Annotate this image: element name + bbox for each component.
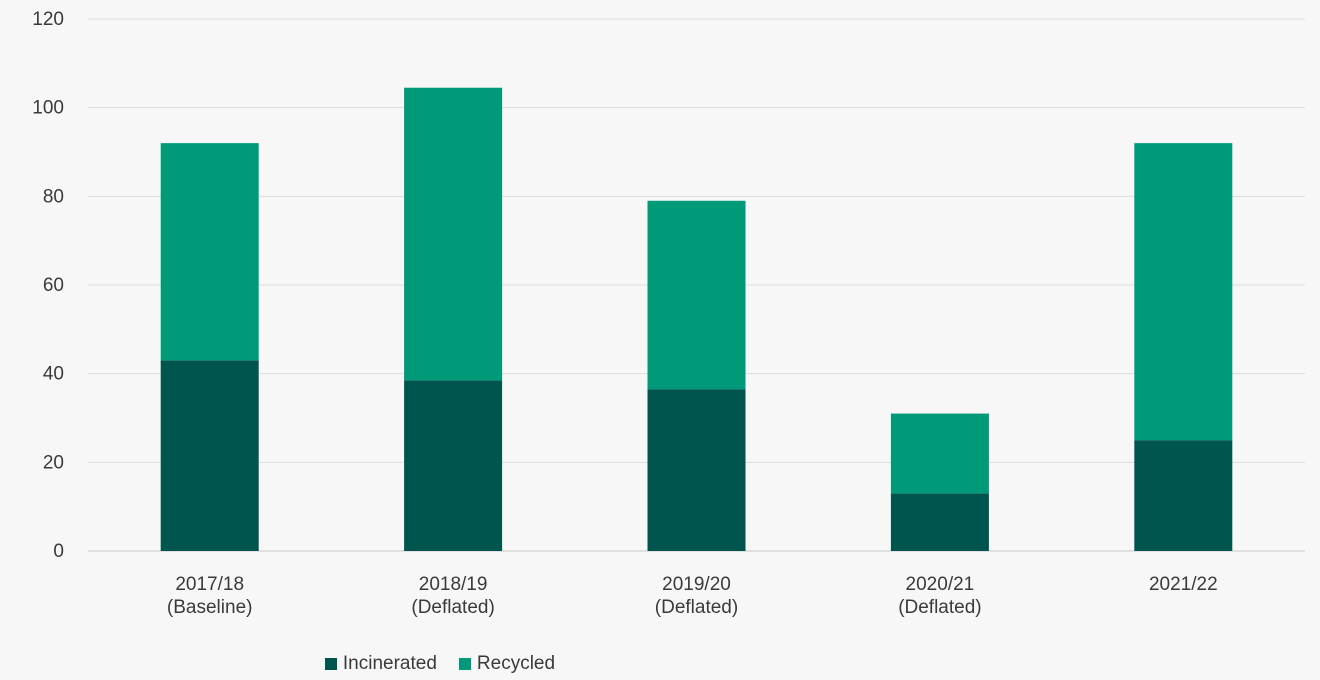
x-tick-label-0-1: (Baseline) <box>167 597 253 618</box>
x-tick-label-0-0: 2017/18 <box>175 574 244 595</box>
bar-incinerated-1 <box>404 380 503 551</box>
bar-recycled-2 <box>647 200 746 390</box>
bar-incinerated-0 <box>160 360 259 551</box>
legend-item-incinerated: Incinerated <box>324 653 437 675</box>
bar-incinerated-3 <box>890 493 989 551</box>
legend-swatch-recycled <box>458 658 471 670</box>
bar-recycled-1 <box>404 87 503 381</box>
x-tick-label-4-0: 2021/22 <box>1149 574 1218 595</box>
legend-swatch-incinerated <box>324 658 337 670</box>
bar-incinerated-2 <box>647 389 746 551</box>
y-tick-label-100: 100 <box>32 98 64 119</box>
bar-recycled-3 <box>890 413 989 494</box>
y-tick-label-0: 0 <box>53 541 64 562</box>
chart-plot: 0204060801001202017/18(Baseline)2018/19(… <box>32 9 1305 618</box>
x-tick-label-1-0: 2018/19 <box>419 574 488 595</box>
y-tick-label-80: 80 <box>43 186 64 207</box>
legend-item-recycled: Recycled <box>458 653 556 675</box>
legend-label-incinerated: Incinerated <box>342 653 437 674</box>
legend-label-recycled: Recycled <box>476 653 556 674</box>
y-tick-label-120: 120 <box>32 9 64 30</box>
x-tick-label-1-1: (Deflated) <box>411 597 494 618</box>
y-tick-label-60: 60 <box>43 275 64 296</box>
x-tick-label-3-0: 2020/21 <box>906 574 975 595</box>
x-tick-label-2-0: 2019/20 <box>662 574 731 595</box>
bar-recycled-4 <box>1134 143 1233 441</box>
x-tick-label-3-1: (Deflated) <box>898 597 981 618</box>
y-tick-label-40: 40 <box>43 364 64 385</box>
bar-incinerated-4 <box>1134 440 1233 551</box>
x-tick-label-2-1: (Deflated) <box>655 597 738 618</box>
bar-recycled-0 <box>160 143 259 361</box>
y-tick-label-20: 20 <box>43 452 64 473</box>
legend: Incinerated Recycled <box>0 652 1100 676</box>
